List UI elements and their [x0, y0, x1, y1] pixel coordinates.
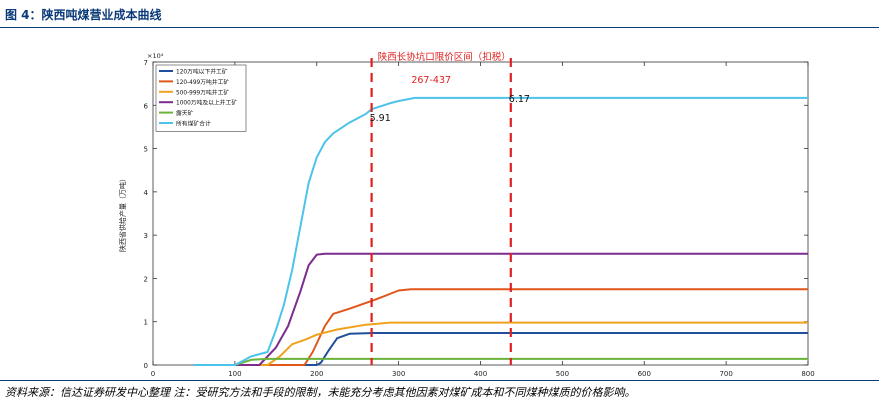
x-tick-label: 700 — [719, 370, 732, 378]
series-line — [234, 357, 808, 366]
x-tick-label: 100 — [228, 370, 241, 378]
source-divider — [0, 380, 879, 381]
series-line — [234, 252, 808, 366]
y-exponent-label: ×10⁴ — [147, 52, 164, 60]
x-tick-label: 0 — [151, 370, 155, 378]
y-tick-label: 1 — [144, 319, 148, 327]
series-line — [193, 96, 808, 366]
x-tick-label: 400 — [474, 370, 487, 378]
legend-entry: 所有煤矿合计 — [176, 120, 211, 128]
y-tick-label: 7 — [144, 59, 148, 67]
cost-curve-chart: 0 100 200 300 400 500 600 700 800 0 1 2 3 4 5 6 7×10⁴ 陕西省… — [118, 51, 815, 378]
legend-box — [155, 64, 247, 132]
x-tick-label: 600 — [638, 370, 651, 378]
legend-entry: 露天矿 — [176, 109, 194, 117]
point-label: 6.17 — [509, 94, 530, 105]
price-band-range: 267-437 — [411, 75, 451, 86]
plot-frame — [152, 61, 809, 366]
legend-entry: 120-499万吨井工矿 — [176, 78, 229, 86]
legend-entry: 120万吨以下井工矿 — [176, 68, 228, 76]
x-tick-label: 200 — [310, 370, 323, 378]
figure-title: 图 4：陕西吨煤营业成本曲线 — [5, 8, 162, 22]
chart-container: 0 100 200 300 400 500 600 700 800 0 1 2 3 4 5 6 7 ×10⁴ 陕西省… — [0, 30, 879, 385]
title-divider — [0, 27, 879, 28]
y-tick-label: 2 — [144, 275, 148, 283]
y-axis-label: 陕西省供给产量（万吨） — [118, 175, 127, 252]
y-tick-label: 6 — [144, 102, 149, 110]
price-band-label: 陕西长协坑口限价区间（扣税） — [378, 51, 511, 63]
x-tick-label: 500 — [556, 370, 569, 378]
series-line — [284, 332, 808, 366]
source-note: 资料来源：信达证券研发中心整理 注：受研究方法和手段的限制，未能充分考虑其他因素… — [5, 386, 636, 399]
x-tick-label: 300 — [392, 370, 405, 378]
legend-entry: 1000万吨及以上井工矿 — [176, 99, 237, 107]
y-tick-label: 5 — [144, 146, 148, 154]
x-tick-label: 800 — [801, 370, 814, 378]
y-tick-label: 4 — [144, 189, 149, 197]
point-label: 5.91 — [370, 113, 391, 124]
legend-entry: 500-999万吨井工矿 — [176, 88, 229, 96]
series-line — [234, 288, 808, 366]
series-line — [234, 321, 808, 366]
y-tick-label: 3 — [144, 232, 148, 240]
y-tick-label: 0 — [144, 362, 148, 370]
